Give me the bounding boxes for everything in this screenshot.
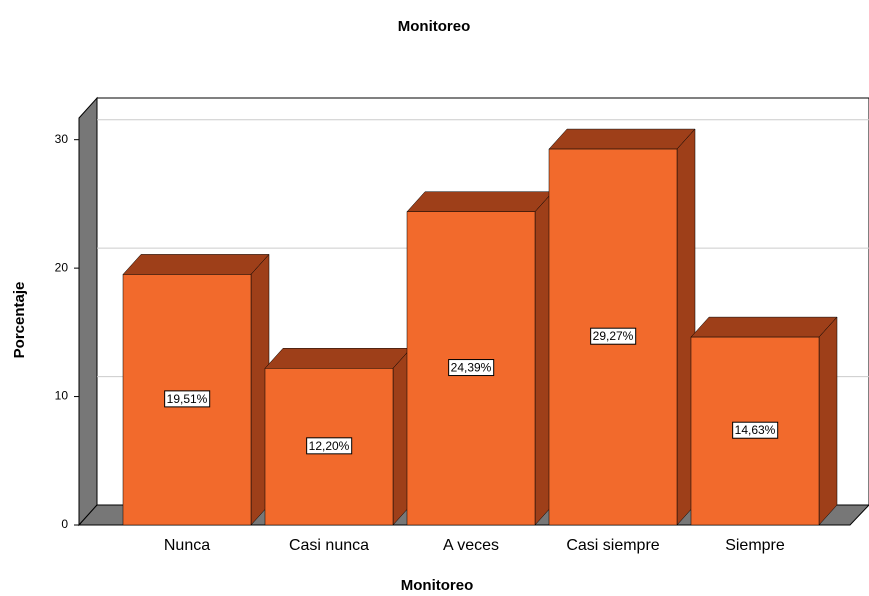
- value-label-box: [732, 421, 779, 439]
- x-tick-label: Casi nunca: [289, 537, 369, 554]
- value-label: 29,27%: [593, 329, 634, 343]
- x-tick-label: Nunca: [164, 537, 210, 554]
- y-tick-label: 20: [55, 260, 69, 274]
- x-tick-label: A veces: [443, 537, 499, 554]
- bar-top: [548, 128, 696, 150]
- x-tick-label: Casi siempre: [566, 537, 659, 554]
- value-label-box: [306, 437, 353, 455]
- left-wall: [78, 96, 98, 527]
- bar-top: [264, 348, 412, 369]
- value-label: 19,51%: [167, 392, 208, 406]
- value-label-box: [590, 327, 637, 345]
- x-axis-title: Monitoreo: [401, 577, 474, 594]
- chart-title: Monitoreo: [398, 18, 471, 35]
- y-tick-label: 10: [55, 389, 69, 403]
- y-axis-title: Porcentaje: [11, 282, 28, 359]
- y-tick-label: 30: [55, 132, 69, 146]
- bar-top: [406, 191, 554, 212]
- value-label-box: [448, 359, 495, 377]
- value-label-box: [164, 390, 211, 408]
- value-label: 24,39%: [451, 361, 492, 375]
- bar-top: [122, 254, 270, 275]
- value-label: 12,20%: [309, 439, 350, 453]
- y-tick-label: 0: [61, 517, 68, 531]
- x-tick-label: Siempre: [725, 537, 785, 554]
- value-label: 14,63%: [735, 423, 776, 437]
- bar-top: [690, 316, 838, 338]
- bar-side: [818, 316, 838, 526]
